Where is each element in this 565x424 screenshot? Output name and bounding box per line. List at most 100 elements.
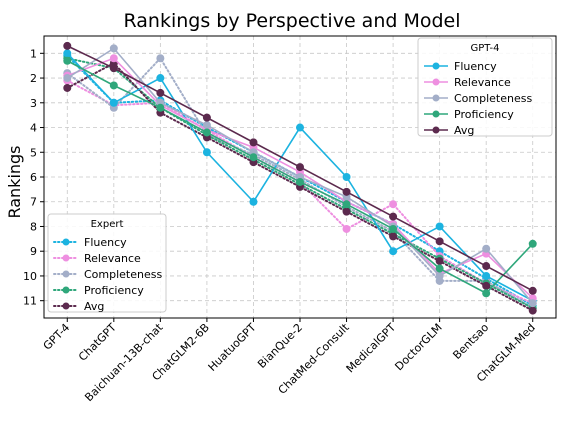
legends: GPT-4 Fluency Relevance Completeness Profici… — [47, 37, 553, 313]
data-point-fluency — [109, 98, 118, 107]
legend-label-completeness: Completeness — [454, 92, 532, 105]
y-tick-label: 1 — [30, 47, 37, 60]
legend-label-fluency: Fluency — [84, 236, 127, 249]
legend-label-avg: Avg — [454, 124, 474, 137]
legend-swatch-marker — [432, 62, 440, 70]
data-point-completeness — [482, 244, 491, 253]
legend-label-relevance: Relevance — [84, 252, 141, 265]
data-point-avg — [202, 113, 211, 122]
legend-label-proficiency: Proficiency — [84, 284, 144, 297]
chart-title: Rankings by Perspective and Model — [123, 10, 460, 32]
data-point-avg — [435, 237, 444, 246]
data-point-proficiency — [528, 239, 537, 248]
data-point-fluency — [342, 173, 351, 181]
data-point-fluency — [202, 148, 211, 157]
x-axis: GPT-4 ChatGPTBaichuan-13B-chatChatGLM2-6B… — [41, 318, 538, 404]
series-group-gpt-4 — [63, 41, 537, 308]
data-point-avg — [482, 281, 491, 290]
data-point-completeness — [528, 299, 537, 308]
legend-swatch-marker — [432, 94, 440, 102]
data-point-completeness — [156, 54, 165, 63]
data-point-avg — [389, 212, 398, 221]
x-tick-label: BianQue-2 — [255, 321, 305, 371]
legend-title: Expert — [91, 219, 124, 230]
legend-box — [417, 37, 553, 137]
legend-swatch-marker — [432, 110, 440, 118]
y-tick-label: 7 — [30, 196, 37, 209]
data-point-fluency — [249, 197, 258, 206]
y-axis-label: Rankings — [5, 145, 24, 218]
x-tick-label: Baichuan-13B-chat — [82, 320, 166, 404]
y-tick-label: 4 — [30, 122, 37, 135]
legend-swatch-marker — [432, 78, 440, 86]
y-tick-label: 3 — [30, 97, 37, 110]
data-point-relevance — [109, 54, 118, 63]
y-tick-label: 5 — [30, 146, 37, 159]
data-point-avg — [296, 163, 304, 172]
data-point-avg — [109, 64, 118, 73]
legend-gpt-4: GPT-4 Fluency Relevance Completeness Profici… — [417, 37, 553, 137]
data-point-avg — [528, 306, 537, 315]
legend-swatch-marker — [432, 126, 440, 134]
legend-label-completeness: Completeness — [84, 268, 162, 281]
data-point-relevance — [389, 200, 398, 209]
x-tick-label: GPT-4 — [41, 321, 73, 353]
legend-label-relevance: Relevance — [454, 76, 511, 89]
y-tick-label: 6 — [30, 171, 37, 184]
x-tick-label: ChatGPT — [76, 321, 119, 364]
data-point-proficiency — [202, 128, 211, 137]
x-tick-label: DoctorGLM — [392, 321, 444, 373]
y-tick-label: 9 — [30, 245, 37, 258]
legend-expert: Expert Fluency Relevance Completeness Profic… — [47, 213, 167, 313]
y-tick-label: 10 — [23, 270, 37, 283]
data-point-relevance — [342, 224, 351, 233]
data-point-avg — [435, 257, 444, 266]
data-point-avg — [342, 207, 351, 216]
data-point-proficiency — [156, 103, 165, 112]
data-point-fluency — [156, 74, 165, 83]
data-point-avg — [528, 286, 537, 295]
data-point-completeness — [63, 74, 72, 83]
legend-box — [47, 213, 167, 313]
data-point-avg — [482, 262, 491, 271]
legend-label-avg: Avg — [84, 300, 104, 313]
data-point-fluency — [435, 222, 444, 231]
legend-title: GPT-4 — [471, 43, 500, 54]
legend-swatch-marker — [62, 286, 70, 294]
legend-swatch-marker — [62, 270, 70, 278]
data-point-proficiency — [296, 177, 304, 186]
data-point-proficiency — [109, 81, 118, 90]
x-tick-label: MedicalGPT — [344, 321, 399, 376]
legend-swatch-marker — [62, 254, 70, 262]
data-point-avg — [389, 232, 398, 241]
data-point-proficiency — [342, 200, 351, 209]
legend-swatch-marker — [62, 302, 70, 310]
data-point-avg — [63, 41, 72, 50]
data-point-avg — [63, 83, 72, 92]
data-point-completeness — [109, 44, 118, 53]
data-point-fluency — [63, 49, 72, 58]
data-point-proficiency — [249, 153, 258, 162]
y-tick-label: 11 — [23, 295, 37, 308]
data-point-completeness — [202, 121, 211, 130]
data-point-completeness — [435, 271, 444, 280]
legend-swatch-marker — [62, 238, 70, 246]
data-point-proficiency — [482, 289, 491, 298]
data-point-fluency — [389, 247, 398, 256]
x-tick-label: Bentsao — [450, 321, 491, 362]
series-line-avg — [66, 61, 534, 312]
y-tick-label: 2 — [30, 72, 37, 85]
legend-label-proficiency: Proficiency — [454, 108, 514, 121]
data-point-avg — [342, 187, 351, 196]
y-tick-label: 8 — [30, 220, 37, 233]
series-line-completeness — [66, 56, 534, 310]
data-point-fluency — [296, 123, 304, 132]
data-point-avg — [249, 138, 258, 147]
data-point-proficiency — [435, 264, 444, 273]
x-tick-label: HuatuoGPT — [206, 321, 259, 374]
legend-label-fluency: Fluency — [454, 60, 497, 73]
y-axis: 1 2 3 4 5 6 7 8 9 10 11 — [23, 47, 44, 308]
data-point-proficiency — [389, 224, 398, 233]
